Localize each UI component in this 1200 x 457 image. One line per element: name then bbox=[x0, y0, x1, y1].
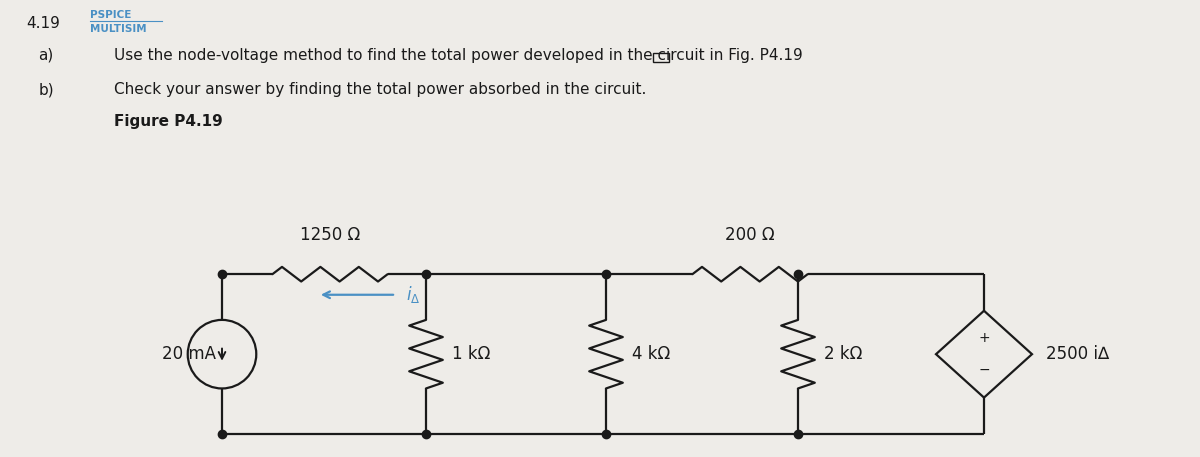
Text: 2 kΩ: 2 kΩ bbox=[824, 345, 863, 363]
Text: +: + bbox=[978, 331, 990, 345]
Text: Check your answer by finding the total power absorbed in the circuit.: Check your answer by finding the total p… bbox=[114, 82, 647, 97]
Text: PSPICE: PSPICE bbox=[90, 10, 131, 20]
Text: 200 Ω: 200 Ω bbox=[725, 227, 775, 244]
Text: 4 kΩ: 4 kΩ bbox=[632, 345, 671, 363]
Text: a): a) bbox=[38, 48, 54, 63]
Text: b): b) bbox=[38, 82, 54, 97]
Text: 20 mA: 20 mA bbox=[162, 345, 216, 363]
Text: 4.19: 4.19 bbox=[26, 16, 60, 31]
Text: MULTISIM: MULTISIM bbox=[90, 24, 146, 34]
Text: −: − bbox=[978, 363, 990, 377]
Text: $i_\Delta$: $i_\Delta$ bbox=[406, 284, 420, 305]
Text: 1 kΩ: 1 kΩ bbox=[452, 345, 491, 363]
Text: Use the node-voltage method to find the total power developed in the circuit in : Use the node-voltage method to find the … bbox=[114, 48, 803, 63]
Text: 1250 Ω: 1250 Ω bbox=[300, 227, 360, 244]
Text: 2500 i∆: 2500 i∆ bbox=[1046, 345, 1110, 363]
Text: Figure P4.19: Figure P4.19 bbox=[114, 114, 223, 129]
